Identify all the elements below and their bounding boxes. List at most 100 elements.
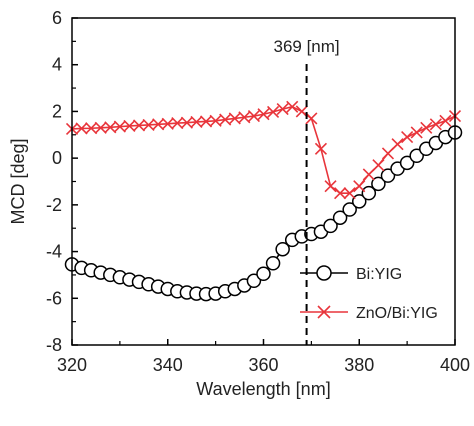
- x-marker-b: [295, 105, 308, 118]
- x-marker-b: [228, 112, 241, 125]
- data-point-zno-bi-yig: [247, 110, 260, 123]
- legend-marker-x: [317, 305, 331, 319]
- series-layer: [64, 100, 463, 302]
- data-point-bi-yig: [332, 210, 348, 225]
- data-point-zno-bi-yig: [257, 108, 270, 121]
- x-marker-b: [104, 121, 117, 134]
- x-marker-b: [123, 119, 136, 132]
- x-marker-b: [209, 114, 222, 127]
- x-marker-b: [410, 126, 423, 139]
- data-point-zno-bi-yig: [305, 112, 318, 125]
- x-tick-label: 380: [344, 355, 374, 375]
- data-point-zno-bi-yig: [324, 180, 337, 193]
- series-line-zno-bi-yig: [71, 105, 456, 194]
- data-point-zno-bi-yig: [410, 126, 423, 139]
- x-marker-b: [257, 108, 270, 121]
- y-tick-label: -6: [46, 288, 62, 308]
- data-point-zno-bi-yig: [190, 115, 203, 129]
- data-point-bi-yig: [246, 273, 262, 289]
- data-point-zno-bi-yig: [199, 115, 213, 128]
- data-point-bi-yig: [361, 185, 377, 201]
- x-marker-b: [267, 105, 280, 118]
- plot-area-frame: [71, 17, 456, 346]
- legend-item-bi-yig: Bi:YIG: [300, 265, 402, 283]
- y-tick-label: -4: [46, 242, 62, 262]
- x-marker-b: [372, 159, 385, 172]
- y-tick-label: 4: [52, 55, 62, 75]
- x-marker-b: [429, 118, 442, 131]
- data-point-zno-bi-yig: [353, 180, 366, 193]
- x-marker-b: [391, 138, 404, 151]
- data-point-zno-bi-yig: [420, 121, 433, 134]
- legend-item-zno-bi-yig: ZnO/Bi:YIG: [300, 305, 438, 322]
- axis-ticks: 320 340 360 380 400 6 4 2 0 -2 -4 -6 -8: [46, 8, 470, 375]
- data-point-zno-bi-yig: [401, 131, 414, 144]
- reference-line-label: 369 [nm]: [274, 37, 340, 56]
- x-marker-b: [142, 118, 155, 132]
- x-marker-b: [247, 110, 260, 123]
- x-marker-b: [152, 118, 165, 131]
- data-point-zno-bi-yig: [104, 121, 117, 134]
- x-marker-b: [199, 115, 213, 128]
- series-zno-bi-yig: [65, 100, 462, 200]
- x-tick-label: 320: [57, 355, 87, 375]
- x-marker-b: [334, 187, 347, 200]
- x-marker-b: [362, 168, 375, 181]
- data-point-zno-bi-yig: [334, 187, 347, 200]
- x-marker-b: [161, 117, 174, 130]
- series-bi-yig: [64, 125, 463, 302]
- data-point-zno-bi-yig: [161, 117, 174, 130]
- data-point-bi-yig: [323, 218, 338, 234]
- x-marker-b: [420, 121, 433, 134]
- data-point-zno-bi-yig: [286, 100, 299, 113]
- data-point-zno-bi-yig: [113, 120, 126, 133]
- x-marker-b: [343, 187, 356, 200]
- data-point-zno-bi-yig: [171, 117, 184, 130]
- x-marker-b: [171, 117, 184, 130]
- annotation-layer: 369 [nm]: [274, 37, 340, 345]
- x-tick-label: 400: [440, 355, 470, 375]
- x-axis-label: Wavelength [nm]: [196, 379, 330, 399]
- x-tick-label: 340: [153, 355, 183, 375]
- data-point-zno-bi-yig: [267, 105, 280, 118]
- data-point-zno-bi-yig: [132, 119, 146, 132]
- y-tick-label: 2: [52, 101, 62, 121]
- y-axis-label: MCD [deg]: [8, 138, 28, 224]
- legend-marker-circle: [316, 265, 332, 281]
- x-marker-b: [94, 121, 107, 134]
- x-marker-b: [286, 100, 299, 113]
- data-point-zno-bi-yig: [429, 118, 442, 131]
- data-point-zno-bi-yig: [123, 119, 136, 132]
- data-point-zno-bi-yig: [391, 138, 404, 151]
- data-point-bi-yig: [352, 194, 367, 209]
- y-tick-label: 6: [52, 8, 62, 28]
- x-marker-b: [314, 142, 328, 155]
- data-point-zno-bi-yig: [343, 187, 356, 200]
- data-point-zno-bi-yig: [372, 159, 385, 172]
- x-marker-b: [132, 119, 146, 132]
- y-tick-label: -8: [46, 335, 62, 355]
- legend: Bi:YIG ZnO/Bi:YIG: [300, 265, 438, 322]
- data-point-zno-bi-yig: [142, 118, 155, 132]
- data-point-zno-bi-yig: [381, 147, 395, 160]
- data-point-zno-bi-yig: [152, 118, 165, 131]
- x-marker-b: [238, 111, 251, 124]
- x-marker-b: [75, 122, 88, 135]
- x-marker-b: [353, 180, 366, 193]
- data-point-zno-bi-yig: [94, 121, 107, 134]
- x-marker-b: [324, 180, 337, 193]
- x-marker-b: [113, 120, 126, 133]
- data-point-zno-bi-yig: [180, 116, 193, 129]
- legend-label-zno-bi-yig: ZnO/Bi:YIG: [356, 305, 438, 322]
- y-tick-label: 0: [52, 148, 62, 168]
- x-marker-b: [85, 122, 98, 135]
- x-marker-b: [439, 114, 452, 127]
- data-point-bi-yig: [371, 176, 386, 192]
- x-marker-b: [305, 112, 318, 125]
- y-tick-label: -2: [46, 195, 62, 215]
- data-point-zno-bi-yig: [85, 122, 98, 135]
- x-marker-b: [180, 116, 193, 129]
- data-point-bi-yig: [265, 256, 281, 271]
- data-point-bi-yig: [256, 266, 271, 282]
